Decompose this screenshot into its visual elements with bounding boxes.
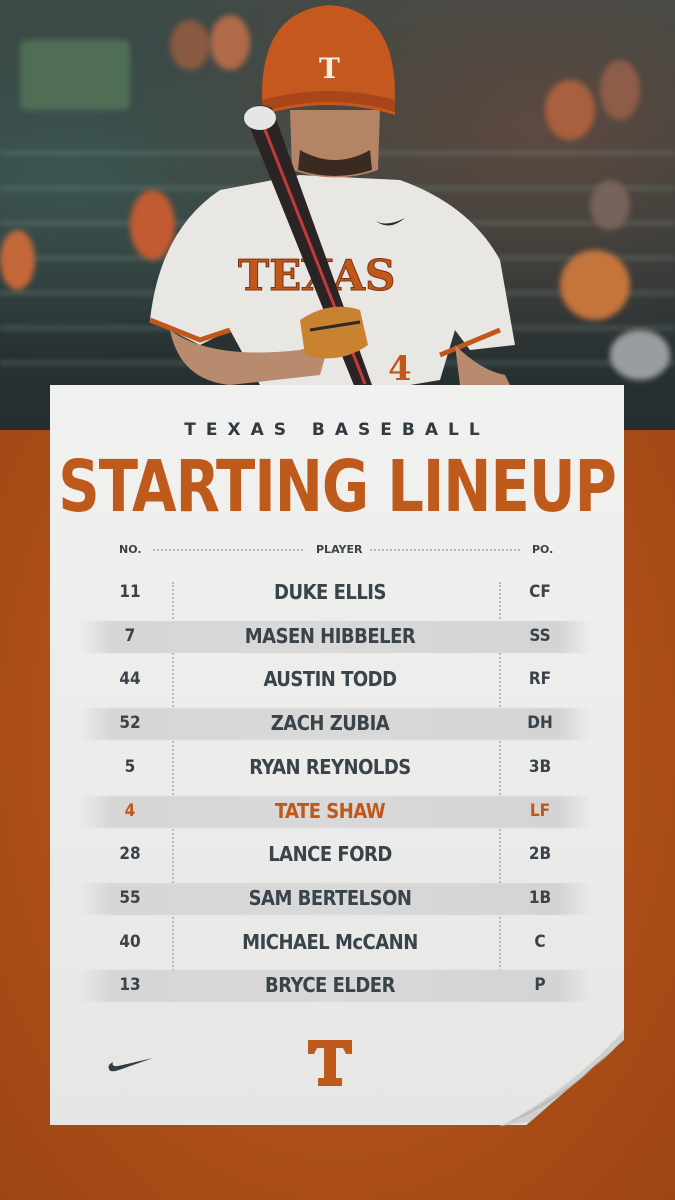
player-position: C (534, 931, 546, 952)
page-curl (500, 1030, 624, 1126)
player-name: DUKE ELLIS (274, 580, 386, 604)
player-position: LF (529, 800, 551, 821)
player-number: 5 (124, 756, 136, 777)
player-number: 7 (124, 625, 136, 646)
hero-photo: T TEXAS 4 (0, 0, 675, 430)
row-stripe (80, 882, 590, 915)
player-position: P (534, 975, 546, 996)
player-number: 40 (119, 931, 141, 952)
player-position: 2B (528, 844, 552, 865)
player-name: SAM BERTELSON (248, 885, 412, 910)
player-name: RYAN REYNOLDS (249, 754, 411, 779)
player-number: 4 (124, 800, 136, 821)
player-position: SS (529, 625, 551, 646)
player-name: LANCE FORD (268, 842, 392, 867)
lineup-row: 55 SAM BERTELSON 1B (50, 880, 624, 918)
column-header-number: NO. (119, 543, 142, 556)
player-name: MICHAEL McCANN (242, 929, 418, 954)
row-stripe (80, 795, 590, 828)
jersey-number: 4 (388, 349, 412, 389)
lineup-row: 4 TATE SHAW LF (50, 793, 624, 831)
row-stripe (80, 708, 590, 741)
player-number: 13 (119, 975, 141, 996)
lineup-row: 40 MICHAEL McCANN C (50, 924, 624, 962)
lineup-row: 28 LANCE FORD 2B (50, 836, 624, 874)
player-number: 52 (119, 713, 141, 734)
lineup-row: 11 DUKE ELLIS CF (50, 574, 624, 612)
player-number: 55 (119, 887, 141, 908)
player-position: 3B (528, 756, 552, 777)
helmet-letter: T (319, 52, 340, 85)
kicker-text: TEXAS BASEBALL (184, 420, 490, 440)
player-position: RF (528, 669, 552, 690)
column-header-position: PO. (532, 543, 554, 556)
player-name: AUSTIN TODD (263, 667, 397, 692)
column-header-player: PLAYER (316, 543, 363, 556)
player-position: CF (529, 582, 551, 602)
column-divider (499, 582, 501, 1002)
lineup-row: 13 BRYCE ELDER P (50, 967, 624, 1005)
player-number: 28 (119, 844, 141, 865)
longhorn-t-logo (308, 1040, 352, 1086)
player-number: 11 (119, 582, 141, 602)
lineup-row: 7 MASEN HIBBELER SS (50, 618, 624, 656)
header-divider (370, 549, 520, 551)
player-name: MASEN HIBBELER (244, 623, 416, 648)
lineup-row: 5 RYAN REYNOLDS 3B (50, 749, 624, 787)
player-number: 44 (119, 669, 141, 690)
page-title: STARTING LINEUP (58, 446, 617, 529)
lineup-row: 52 ZACH ZUBIA DH (50, 705, 624, 743)
column-divider (172, 582, 174, 1002)
lineup-row: 44 AUSTIN TODD RF (50, 661, 624, 699)
player-name: TATE SHAW (274, 798, 386, 823)
player-position: 1B (528, 887, 552, 908)
player-position: DH (527, 713, 553, 734)
player-name: BRYCE ELDER (265, 973, 395, 998)
player-name: ZACH ZUBIA (270, 711, 390, 736)
nike-swoosh-icon (108, 1058, 153, 1072)
row-stripe (80, 620, 590, 653)
row-stripe (80, 970, 590, 1003)
header-divider (153, 549, 303, 551)
